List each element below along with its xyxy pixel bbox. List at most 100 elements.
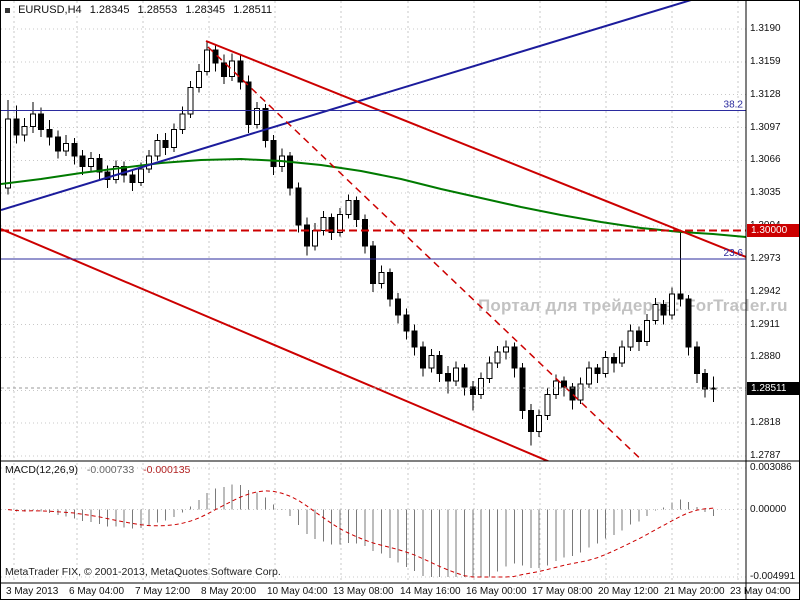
candle <box>171 129 177 149</box>
candle <box>204 49 211 72</box>
candle <box>420 346 426 369</box>
candle <box>378 272 385 284</box>
candle <box>602 356 609 374</box>
moving-average-layer[interactable] <box>1 157 746 238</box>
candle <box>652 303 659 321</box>
candle <box>71 142 78 157</box>
candle <box>586 367 592 385</box>
candle <box>179 113 186 131</box>
ascending-support <box>1 1 692 211</box>
candle <box>594 367 601 374</box>
candle <box>345 200 352 215</box>
grid-layer <box>1 1 746 583</box>
candle <box>287 155 294 189</box>
trendlines-layer[interactable] <box>1 1 746 467</box>
candle <box>220 62 227 78</box>
macd-layer <box>7 484 714 578</box>
candle <box>536 415 543 433</box>
quote-high: 1.28553 <box>137 4 178 16</box>
candle <box>88 157 94 168</box>
candle <box>104 171 111 180</box>
price-level-badge: 1.30000 <box>747 224 799 237</box>
candle <box>29 113 36 127</box>
candle <box>428 354 435 369</box>
candle <box>395 298 402 316</box>
candle <box>337 213 343 233</box>
candle <box>295 187 302 226</box>
candle <box>710 387 717 390</box>
descending-resistance <box>205 40 746 258</box>
macd-indicator-label: MACD(12,26,9) -0.000733 -0.000135 <box>5 464 190 476</box>
candle <box>527 409 534 433</box>
descending-channel-mid <box>207 46 644 461</box>
candle <box>453 367 460 382</box>
candle <box>38 113 45 131</box>
candle <box>353 200 360 221</box>
candle <box>569 386 576 401</box>
candle <box>561 380 568 388</box>
candle <box>96 157 103 173</box>
watermark-text: Портал для трейдеров: ForTrader.ru <box>478 296 788 315</box>
candle <box>494 351 501 364</box>
candle <box>444 372 451 382</box>
candle <box>146 155 153 170</box>
candle <box>137 168 144 184</box>
candle <box>519 367 526 411</box>
candle <box>254 107 260 125</box>
candle <box>320 217 327 231</box>
levels-layer[interactable]: 38.2 23.6 <box>1 100 746 389</box>
candle <box>619 346 626 364</box>
candle <box>63 142 70 152</box>
candle <box>511 346 518 369</box>
candle <box>270 139 277 168</box>
copyright-text: MetaTrader FIX, © 2001-2013, MetaQuotes … <box>5 566 281 578</box>
candle <box>669 293 675 316</box>
fib-label: 23.6 <box>724 248 744 259</box>
macd-main-value: -0.000733 <box>86 464 135 476</box>
candle <box>469 386 476 396</box>
quote-open: 1.28345 <box>89 4 130 16</box>
candle <box>386 272 393 300</box>
candle <box>370 245 377 284</box>
candle <box>693 346 700 374</box>
candle <box>411 330 418 348</box>
candle <box>154 139 161 157</box>
macd-signal-line <box>7 490 714 578</box>
candle <box>544 394 551 417</box>
candle <box>303 224 310 247</box>
candle <box>79 155 86 168</box>
candle <box>162 139 169 149</box>
fib-label: 38.2 <box>724 100 744 111</box>
candle <box>635 330 642 343</box>
candle <box>328 217 335 233</box>
candle <box>461 367 468 388</box>
candle <box>187 86 194 115</box>
candle <box>54 136 61 152</box>
candle <box>237 60 244 83</box>
symbol-timeframe: EURUSD,H4 <box>18 4 82 16</box>
macd-name: MACD(12,26,9) <box>5 464 78 476</box>
candle <box>627 330 634 348</box>
symbol-icon <box>5 7 10 13</box>
candle <box>677 293 684 300</box>
candle <box>361 219 368 247</box>
candle <box>5 118 11 189</box>
descending-channel-lower <box>1 228 551 461</box>
candle <box>13 118 20 136</box>
candle <box>685 298 692 348</box>
candle <box>21 125 28 136</box>
candle <box>262 107 269 141</box>
candle <box>403 314 410 332</box>
candle <box>610 356 617 364</box>
quote-low: 1.28345 <box>185 4 226 16</box>
candles-layer <box>5 41 717 446</box>
candle <box>503 346 509 353</box>
candle <box>195 70 202 88</box>
candle <box>436 354 443 374</box>
candle <box>478 378 485 396</box>
candle <box>112 166 119 180</box>
candle <box>644 319 651 343</box>
